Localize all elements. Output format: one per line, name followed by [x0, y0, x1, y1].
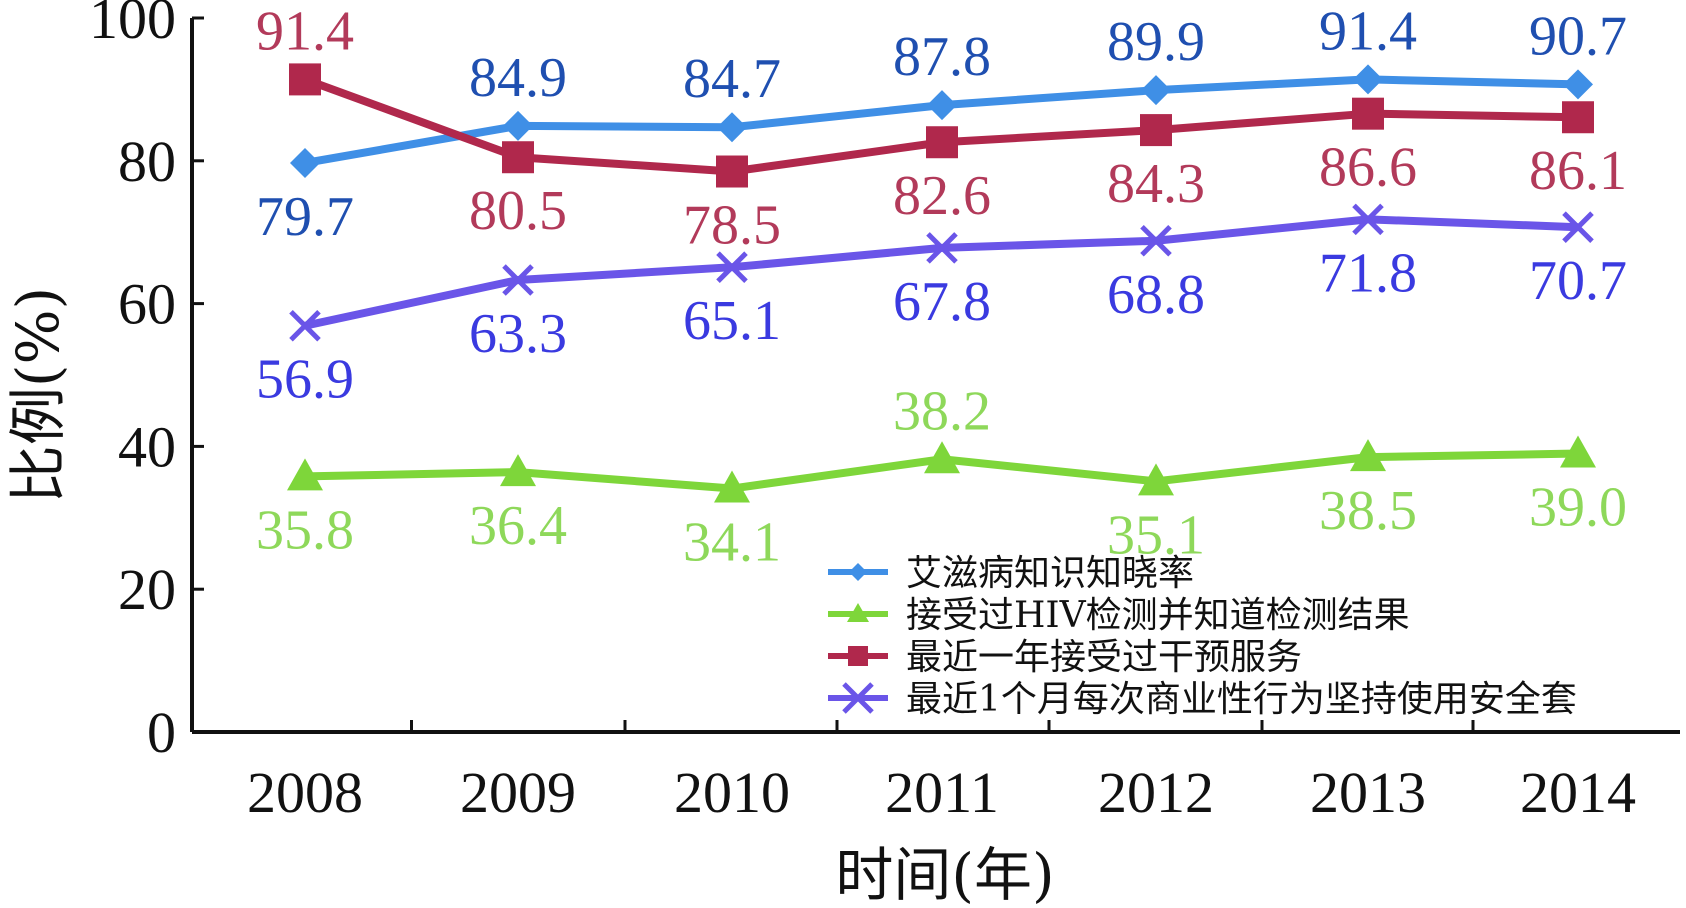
x-tick-label: 2011 — [885, 760, 999, 825]
data-point-marker — [1140, 114, 1172, 147]
y-tick-label: 40 — [118, 414, 176, 479]
x-axis-title: 时间(年) — [835, 841, 1054, 908]
data-point-marker — [287, 458, 323, 491]
data-label: 80.5 — [469, 180, 567, 242]
data-point-marker — [1352, 97, 1384, 130]
data-point-marker — [1560, 435, 1596, 468]
x-tick-label: 2009 — [460, 760, 576, 825]
legend-marker — [842, 682, 874, 714]
data-label: 84.9 — [469, 47, 567, 109]
data-point-marker — [716, 155, 748, 188]
data-point-marker — [289, 309, 321, 342]
data-label: 70.7 — [1529, 250, 1627, 312]
data-labels-group: 79.7 84.9 84.7 87.8 89.9 91.4 90.7 35.8 36.4 34.1… — [256, 0, 1627, 573]
x-tick-label: 2013 — [1310, 760, 1426, 825]
tick-labels-group: 0 20 40 60 80 100 2008 2009 2010 2011 2012 2013 2014 — [89, 0, 1636, 825]
data-point-marker — [924, 441, 960, 474]
data-label: 78.5 — [683, 195, 781, 257]
data-label: 38.5 — [1319, 480, 1417, 542]
x-tick-label: 2010 — [674, 760, 790, 825]
data-point-marker — [500, 454, 536, 487]
y-tick-label: 20 — [118, 557, 176, 622]
data-point-marker — [1563, 69, 1593, 100]
legend-item: 最近1个月每次商业性行为坚持使用安全套 — [828, 679, 1577, 720]
legend-label: 艾滋病知识知晓率 — [906, 553, 1194, 594]
data-label: 84.7 — [683, 48, 781, 110]
data-point-marker — [926, 126, 958, 159]
legend: 艾滋病知识知晓率接受过HIV检测并知道检测结果最近一年接受过干预服务最近1个月每… — [828, 553, 1577, 720]
legend-label: 最近一年接受过干预服务 — [906, 637, 1302, 678]
axes-group — [190, 16, 1680, 734]
data-label: 87.8 — [893, 26, 991, 88]
data-point-marker — [1352, 203, 1384, 236]
data-point-marker — [717, 112, 747, 143]
data-point-marker — [1562, 101, 1594, 134]
data-label: 91.4 — [256, 0, 354, 62]
data-label: 67.8 — [893, 271, 991, 333]
data-label: 71.8 — [1319, 242, 1417, 304]
data-label: 35.1 — [1107, 504, 1205, 566]
data-point-marker — [716, 251, 748, 283]
data-label: 91.4 — [1319, 0, 1417, 62]
data-label: 34.1 — [683, 512, 781, 574]
data-label: 56.9 — [256, 349, 354, 411]
data-label: 90.7 — [1529, 5, 1627, 67]
series-markers-group — [287, 63, 1596, 503]
x-tick-label: 2008 — [247, 760, 363, 825]
data-label: 38.2 — [893, 380, 991, 442]
data-label: 68.8 — [1107, 264, 1205, 326]
data-point-marker — [1138, 463, 1174, 496]
data-label: 36.4 — [469, 495, 567, 557]
legend-label: 接受过HIV检测并知道检测结果 — [906, 595, 1410, 636]
data-point-marker — [1562, 211, 1594, 243]
legend-item: 艾滋病知识知晓率 — [828, 553, 1194, 594]
data-point-marker — [502, 141, 534, 174]
legend-item: 接受过HIV检测并知道检测结果 — [828, 595, 1410, 636]
legend-item: 最近一年接受过干预服务 — [828, 637, 1302, 678]
data-label: 35.8 — [256, 499, 354, 561]
x-tick-label: 2012 — [1098, 760, 1214, 825]
data-point-marker — [1350, 439, 1386, 472]
legend-label: 最近1个月每次商业性行为坚持使用安全套 — [906, 679, 1577, 720]
data-label: 79.7 — [256, 186, 354, 248]
data-label: 86.1 — [1529, 140, 1627, 202]
data-point-marker — [502, 264, 534, 296]
data-point-marker — [289, 63, 321, 96]
data-point-marker — [1140, 225, 1172, 257]
data-point-marker — [290, 147, 320, 178]
y-tick-label: 80 — [118, 129, 176, 194]
y-tick-label: 0 — [147, 700, 176, 765]
y-tick-label: 60 — [118, 272, 176, 337]
data-point-marker — [926, 232, 958, 264]
data-point-marker — [714, 470, 750, 503]
legend-marker — [847, 603, 869, 622]
data-point-marker — [927, 90, 957, 121]
legend-marker — [848, 646, 868, 666]
data-label: 82.6 — [893, 165, 991, 227]
data-point-marker — [1353, 64, 1383, 95]
data-point-marker — [1141, 75, 1171, 106]
data-label: 89.9 — [1107, 11, 1205, 73]
data-label: 86.6 — [1319, 137, 1417, 199]
y-tick-label: 100 — [89, 0, 176, 51]
legend-marker — [849, 563, 867, 581]
data-label: 84.3 — [1107, 153, 1205, 215]
data-point-marker — [503, 110, 533, 141]
data-label: 39.0 — [1529, 477, 1627, 539]
data-label: 63.3 — [469, 303, 567, 365]
y-axis-title: 比例(%) — [4, 287, 72, 503]
x-tick-label: 2014 — [1520, 760, 1636, 825]
data-label: 65.1 — [683, 290, 781, 352]
